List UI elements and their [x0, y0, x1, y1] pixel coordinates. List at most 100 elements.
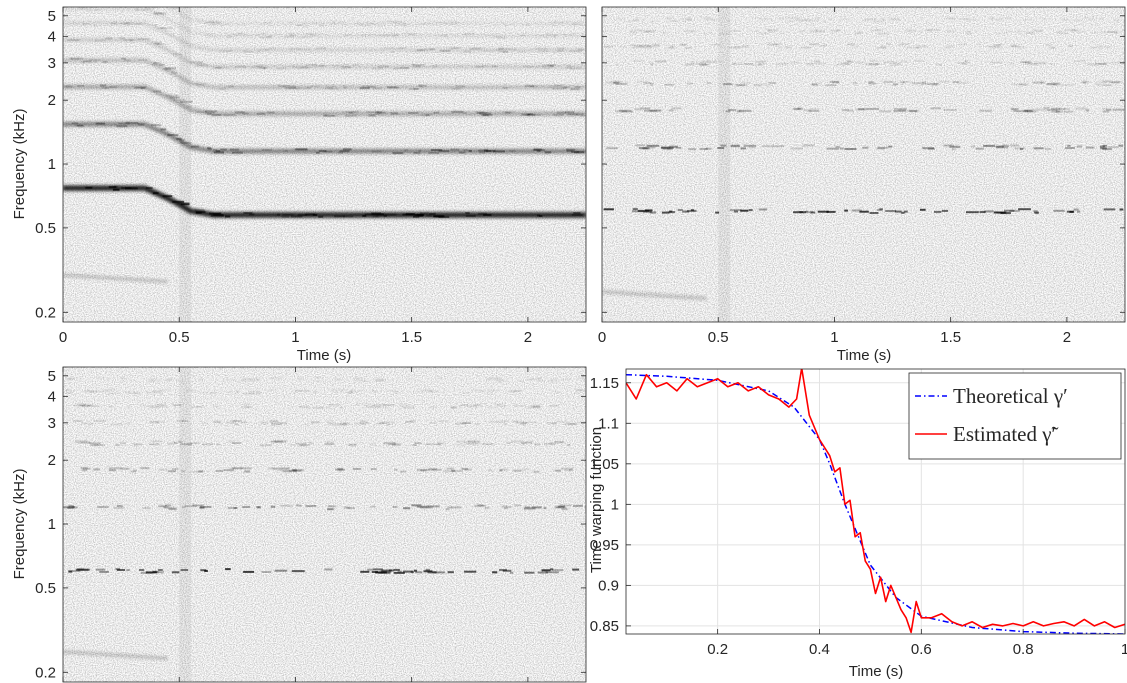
y-ticks: 0.2 0.5 1 2 3 4 5	[35, 368, 586, 681]
spectrogram-speck	[891, 19, 901, 21]
spectrogram-speck	[496, 378, 507, 381]
spectrogram-speck	[503, 23, 508, 26]
spectrogram-speck	[518, 380, 524, 382]
spectrogram-marks	[602, 7, 1125, 322]
spectrogram-speck	[840, 18, 852, 20]
spectrogram-speck	[276, 213, 280, 216]
spectrogram-speck	[573, 212, 581, 215]
spectrogram-speck	[1113, 108, 1125, 111]
spectrogram-speck	[630, 46, 640, 49]
spectrogram-speck	[298, 87, 309, 90]
spectrogram-speck	[220, 148, 227, 151]
spectrogram-speck	[527, 113, 534, 116]
spectrogram-speck	[80, 61, 85, 64]
spectrogram-speck	[409, 88, 419, 90]
spectrogram-speck	[371, 390, 378, 392]
spectrogram-speck	[525, 468, 529, 471]
spectrogram-speck	[575, 389, 582, 391]
spectrogram-speck	[121, 377, 125, 380]
spectrogram-speck	[340, 422, 347, 425]
spectrogram-speck	[331, 22, 339, 24]
spectrogram-speck	[436, 34, 439, 36]
spectrogram-speck	[438, 216, 450, 218]
y-tick-label: 1	[48, 156, 56, 173]
spectrogram-speck	[809, 43, 819, 46]
spectrogram-speck	[190, 406, 202, 409]
spectrogram-speck	[484, 506, 490, 509]
spectrogram-speck	[790, 147, 804, 150]
spectrogram-speck	[280, 504, 293, 507]
spectrogram-speck	[859, 210, 869, 213]
spectrogram-speck	[162, 388, 169, 391]
spectrogram-speck	[124, 391, 131, 394]
spectrogram-speck	[153, 62, 158, 65]
spectrogram-speck	[616, 63, 620, 66]
spectrogram-speck	[73, 404, 86, 407]
spectrogram-speck	[116, 504, 123, 507]
spectrogram-speck	[967, 18, 978, 21]
spectrogram-speck	[387, 86, 398, 89]
spectrogram-speck	[466, 442, 479, 445]
spectrogram-speck	[171, 468, 179, 470]
spectrogram-speck	[368, 114, 376, 117]
spectrogram-speck	[550, 24, 555, 26]
spectrogram-speck	[361, 403, 372, 406]
spectrogram-speck	[744, 46, 749, 49]
spectrogram-speck	[339, 150, 350, 153]
spectrogram-speck	[416, 49, 425, 52]
spectrogram-speck	[1111, 61, 1124, 64]
y-axis-label: Frequency (kHz)	[11, 469, 28, 580]
spectrogram-speck	[996, 211, 1006, 214]
spectrogram-speck	[316, 151, 320, 154]
spectrogram-speck	[85, 23, 90, 26]
y-ticks: 0.2 0.5 1 2 3 4 5	[35, 8, 586, 321]
spectrogram-speck	[691, 61, 695, 64]
spectrogram-speck	[1090, 17, 1098, 19]
spectrogram-speck	[499, 48, 505, 51]
spectrogram-speck	[104, 37, 113, 40]
spectrogram-speck	[67, 39, 80, 42]
spectrogram-speck	[852, 82, 858, 85]
spectrogram-speck	[184, 505, 198, 507]
spectrogram-speck	[665, 17, 672, 20]
spectrogram-speck	[556, 111, 567, 114]
spectrogram-speck	[644, 109, 657, 112]
spectrogram-speck	[99, 84, 107, 87]
spectrogram-speck	[278, 467, 290, 470]
spectrogram-speck	[462, 422, 472, 424]
spectrogram-speck	[683, 20, 686, 22]
spectrogram-speck	[563, 86, 568, 89]
spectrogram-speck	[242, 112, 249, 115]
spectrogram-speck	[473, 403, 482, 406]
spectrogram-speck	[432, 65, 438, 68]
spectrogram-speck	[843, 62, 849, 65]
spectrogram-speck	[446, 467, 454, 470]
spectrogram-speck	[156, 12, 163, 14]
spectrogram-speck	[882, 80, 893, 83]
spectrogram-speck	[495, 380, 505, 383]
spectrogram-speck	[1032, 81, 1043, 84]
spectrogram-speck	[1098, 18, 1103, 20]
spectrogram-speck	[146, 391, 157, 394]
spectrogram-speck	[855, 61, 865, 64]
x-tick-label: 0.2	[707, 641, 728, 658]
spectrogram-speck	[402, 213, 414, 216]
spectrogram-speck	[387, 389, 395, 392]
spectrogram-speck	[1119, 208, 1124, 211]
spectrogram-speck	[168, 470, 176, 473]
spectrogram-speck	[151, 377, 156, 380]
spectrogram-speck	[348, 443, 357, 446]
spectrogram-speck	[439, 50, 451, 53]
spectrogram-speck	[649, 211, 657, 214]
spectrogram-speck	[612, 82, 619, 85]
spectrogram-speck	[550, 568, 554, 571]
spectrogram-speck	[165, 67, 177, 70]
spectrogram-speck	[83, 390, 95, 393]
spectrogram-speck	[1106, 109, 1112, 111]
spectrogram-speck	[93, 60, 97, 63]
x-tick-label: 1	[291, 329, 299, 346]
spectrogram-speck	[359, 390, 365, 392]
spectrogram-speck	[340, 23, 345, 25]
spectrogram-speck	[81, 469, 87, 472]
y-tick-label: 1.15	[590, 375, 619, 392]
